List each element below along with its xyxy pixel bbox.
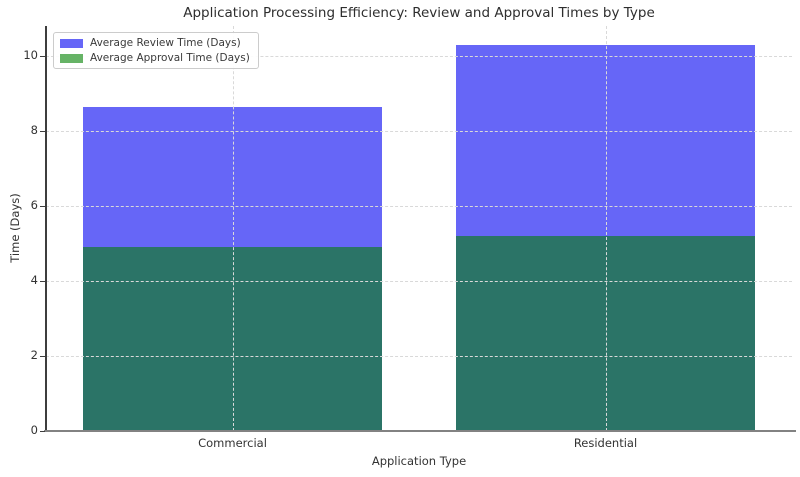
ytick-mark-10 bbox=[40, 55, 45, 57]
ytick-mark-4 bbox=[40, 280, 45, 282]
ytick-mark-0 bbox=[40, 430, 45, 432]
ytick-label-2: 2 bbox=[30, 348, 38, 362]
review-series-swatch bbox=[60, 38, 83, 48]
legend: Average Review Time (Days) Average Appro… bbox=[53, 32, 259, 69]
ytick-label-8: 8 bbox=[30, 123, 38, 137]
ytick-label-0: 0 bbox=[30, 423, 38, 437]
legend-label-review: Average Review Time (Days) bbox=[90, 37, 241, 49]
gridline-y-10 bbox=[46, 56, 792, 57]
ytick-mark-8 bbox=[40, 130, 45, 132]
legend-label-approval: Average Approval Time (Days) bbox=[90, 52, 250, 64]
y-axis-spine bbox=[45, 26, 47, 431]
bar-commercial-approval bbox=[83, 247, 382, 431]
gridline-x-commercial bbox=[232, 26, 234, 431]
gridline-y-4 bbox=[46, 281, 792, 282]
legend-item-approval: Average Approval Time (Days) bbox=[60, 52, 250, 64]
x-axis-line bbox=[44, 430, 796, 432]
gridline-y-2 bbox=[46, 356, 792, 357]
bar-residential-approval bbox=[456, 236, 755, 431]
xtick-label-commercial: Commercial bbox=[198, 436, 267, 450]
ytick-label-6: 6 bbox=[30, 198, 38, 212]
approval-series-swatch bbox=[60, 53, 83, 63]
ytick-mark-2 bbox=[40, 355, 45, 357]
x-axis-label: Application Type bbox=[371, 454, 467, 468]
legend-item-review: Average Review Time (Days) bbox=[60, 37, 250, 49]
gridline-y-6 bbox=[46, 206, 792, 207]
ytick-label-10: 10 bbox=[23, 48, 38, 62]
xtick-label-residential: Residential bbox=[573, 436, 638, 450]
y-axis-label: Time (Days) bbox=[8, 193, 22, 263]
gridline-x-residential bbox=[605, 26, 607, 431]
ytick-label-4: 4 bbox=[30, 273, 38, 287]
ytick-mark-6 bbox=[40, 205, 45, 207]
chart-title: Application Processing Efficiency: Revie… bbox=[183, 5, 655, 21]
gridline-y-8 bbox=[46, 131, 792, 132]
